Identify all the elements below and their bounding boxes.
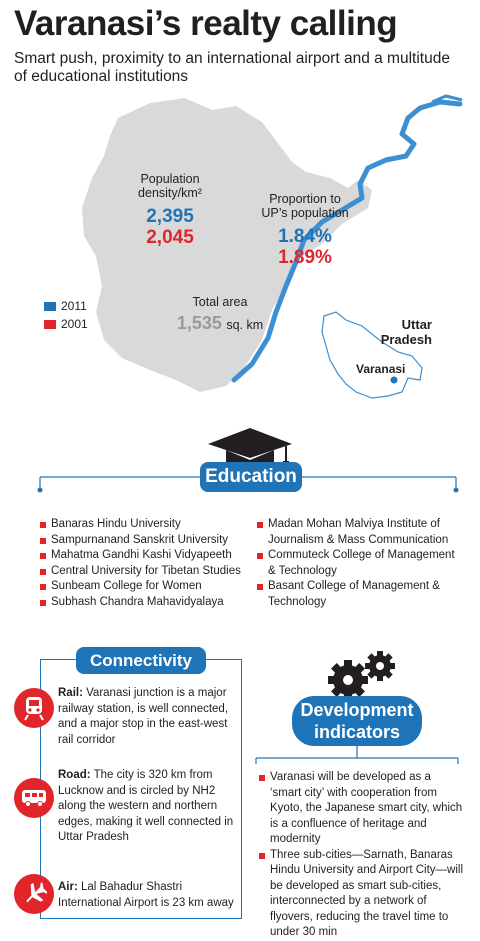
air-description: Air: Lal Bahadur Shastri International A…: [58, 880, 236, 911]
road-label: Road:: [58, 769, 91, 781]
education-item: Mahatma Gandhi Kashi Vidyapeeth: [40, 548, 255, 564]
total-area-label: Total area: [192, 295, 248, 309]
education-item: Madan Mohan Malviya Institute of Journal…: [257, 517, 462, 548]
up-label-line1: Uttar: [401, 317, 432, 332]
total-area-block: Total area 1,535 sq. km: [160, 295, 280, 334]
development-heading: Development indicators: [292, 696, 422, 746]
population-2011: 2,395: [146, 206, 194, 227]
legend-swatch-2011: [44, 301, 56, 311]
varanasi-label: Varanasi: [356, 362, 406, 376]
legend-swatch-2001: [44, 319, 56, 329]
development-heading-line1: Development: [300, 700, 414, 720]
bus-icon-circle: [14, 778, 54, 818]
train-icon-circle: [14, 688, 54, 728]
page-title: Varanasi’s realty calling: [14, 4, 398, 43]
proportion-2011: 1.84%: [278, 226, 332, 247]
education-item: Subhash Chandra Mahavidyalaya: [40, 595, 255, 611]
legend-item-2001: 2001: [44, 317, 88, 331]
airplane-icon-circle: [14, 874, 54, 914]
population-density-block: Population density/km² 2,395 2,045: [120, 172, 220, 248]
legend: 2011 2001: [44, 299, 88, 331]
development-item: Varanasi will be developed as a ‘smart c…: [259, 770, 465, 848]
proportion-label-line1: Proportion to: [269, 192, 341, 206]
up-label: Uttar Pradesh: [356, 317, 432, 347]
airplane-icon: [26, 882, 47, 903]
air-label: Air:: [58, 881, 78, 893]
up-state-outline: [321, 311, 423, 399]
road-text: The city is 320 km from Lucknow and is c…: [58, 769, 234, 843]
development-item: Three sub-cities—Sarnath, Banaras Hindu …: [259, 848, 465, 941]
legend-item-2011: 2011: [44, 299, 88, 313]
connectivity-heading: Connectivity: [76, 647, 206, 674]
train-icon: [24, 697, 44, 721]
bus-icon: [22, 790, 46, 807]
page-subtitle: Smart push, proximity to an internationa…: [14, 50, 450, 85]
education-right-list: Madan Mohan Malviya Institute of Journal…: [257, 517, 462, 610]
education-item: Sunbeam College for Women: [40, 579, 255, 595]
education-item: Commuteck College of Management & Techno…: [257, 548, 462, 579]
river: [231, 99, 463, 383]
population-label-line1: Population: [140, 172, 200, 186]
legend-label-2011: 2011: [61, 299, 87, 313]
education-left-list: Banaras Hindu University Sampurnanand Sa…: [40, 517, 255, 610]
air-text: Lal Bahadur Shastri International Airpor…: [58, 881, 234, 909]
development-list: Varanasi will be developed as a ‘smart c…: [259, 770, 465, 941]
education-heading: Education: [200, 462, 302, 492]
legend-label-2001: 2001: [61, 317, 88, 331]
education-item: Sampurnanand Sanskrit University: [40, 533, 255, 549]
population-2001: 2,045: [146, 227, 194, 248]
up-label-line2: Pradesh: [380, 332, 432, 347]
development-heading-line2: indicators: [313, 722, 401, 742]
rail-label: Rail:: [58, 687, 83, 699]
rail-text: Varanasi junction is a major railway sta…: [58, 687, 229, 746]
proportion-2001: 1.89%: [278, 247, 332, 268]
proportion-label-line2: UP’s population: [261, 206, 349, 220]
total-area-value: 1,535: [176, 313, 222, 333]
education-item: Central University for Tibetan Studies: [40, 564, 255, 580]
varanasi-dot: [390, 376, 398, 384]
education-item: Basant College of Management & Technolog…: [257, 579, 462, 610]
rail-description: Rail: Varanasi junction is a major railw…: [58, 686, 236, 748]
road-description: Road: The city is 320 km from Lucknow an…: [58, 768, 236, 846]
proportion-block: Proportion to UP’s population 1.84% 1.89…: [250, 192, 360, 268]
district-shape: [82, 98, 372, 392]
total-area-unit: sq. km: [226, 318, 264, 332]
district-map: [82, 94, 463, 399]
education-item: Banaras Hindu University: [40, 517, 255, 533]
development-connector: [255, 746, 459, 764]
gears-icon: [328, 651, 395, 698]
population-label-line2: density/km²: [138, 186, 202, 200]
